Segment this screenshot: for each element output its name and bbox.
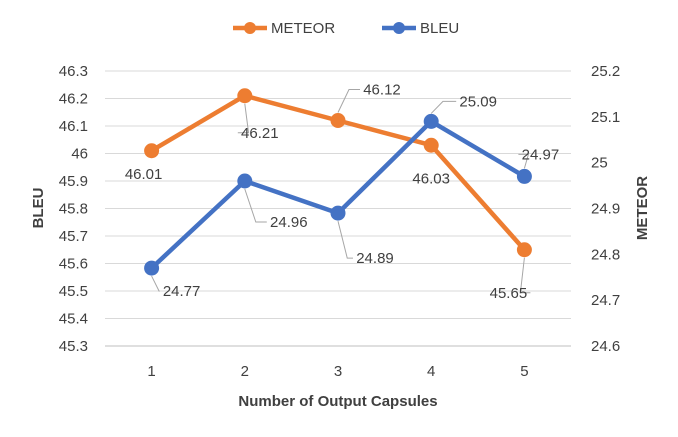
legend-label-meteor: METEOR — [271, 20, 335, 37]
data-label-leader — [518, 153, 530, 169]
data-point-bleu — [516, 168, 532, 184]
data-label-bleu: 24.97 — [522, 146, 560, 163]
legend-marker-bleu — [393, 22, 405, 34]
y-axis-right: 24.6 24.7 24.8 24.9 25 25.1 25.2 — [591, 63, 620, 355]
data-label-leader — [151, 275, 160, 292]
data-label-bleu: 25.09 — [459, 93, 497, 110]
data-labels: 46.01 46.21 46.12 46.03 45.65 24.77 24.96 24.89… — [125, 82, 559, 302]
y-left-tick-label: 45.6 — [59, 256, 88, 273]
data-point-meteor — [330, 113, 346, 128]
x-tick-label: 2 — [241, 363, 249, 380]
data-label-bleu: 24.96 — [270, 214, 308, 231]
y-right-tick-label: 25 — [591, 155, 608, 172]
data-label-leader — [244, 188, 267, 223]
data-point-meteor — [516, 242, 532, 258]
legend-marker-meteor — [244, 22, 256, 34]
y-right-tick-label: 24.8 — [591, 246, 620, 263]
y-left-tick-label: 45.4 — [59, 311, 88, 328]
data-point-meteor — [237, 88, 253, 104]
y-right-tick-label: 24.6 — [591, 338, 620, 355]
x-axis: 1 2 3 4 5 — [105, 345, 571, 380]
data-label-bleu: 24.89 — [356, 250, 394, 267]
x-tick-label: 5 — [520, 363, 528, 380]
data-point-meteor — [144, 143, 160, 159]
x-tick-label: 4 — [427, 363, 435, 380]
y-left-tick-label: 45.9 — [59, 173, 88, 190]
x-tick-label: 1 — [147, 363, 155, 380]
y-right-tick-label: 25.2 — [591, 63, 620, 80]
data-point-bleu — [144, 260, 160, 276]
data-label-meteor: 46.03 — [412, 170, 450, 187]
data-point-bleu — [330, 205, 346, 221]
legend: METEOR BLEU — [233, 20, 459, 37]
y-right-tick-label: 24.9 — [591, 201, 620, 218]
data-label-leader — [430, 100, 457, 114]
x-axis-title: Number of Output Capsules — [238, 393, 437, 410]
y-axis-left-title: BLEU — [30, 188, 47, 229]
y-left-tick-label: 45.3 — [59, 338, 88, 355]
data-label-meteor: 46.21 — [241, 125, 279, 142]
y-left-tick-label: 46.3 — [59, 63, 88, 80]
series-layer — [144, 88, 532, 276]
y-axis-right-title: METEOR — [634, 176, 651, 240]
y-right-tick-label: 24.7 — [591, 292, 620, 309]
data-label-meteor: 45.65 — [490, 285, 528, 302]
data-label-leader — [519, 257, 531, 294]
y-left-tick-label: 45.8 — [59, 201, 88, 218]
data-label-meteor: 46.12 — [363, 82, 401, 99]
y-left-tick-label: 46 — [71, 146, 88, 163]
data-label-leader — [237, 103, 250, 134]
y-left-tick-label: 45.7 — [59, 228, 88, 245]
legend-label-bleu: BLEU — [420, 20, 459, 37]
data-label-bleu: 24.77 — [163, 283, 201, 300]
y-left-tick-label: 46.1 — [59, 118, 88, 135]
series-line-bleu — [150, 119, 526, 270]
data-label-meteor: 46.01 — [125, 166, 163, 183]
data-label-leader — [337, 220, 353, 259]
data-point-bleu — [237, 173, 253, 189]
y-left-tick-label: 45.5 — [59, 283, 88, 300]
y-axis-left: 45.3 45.4 45.5 45.6 45.7 45.8 45.9 46 46.1 46.2 46… — [59, 63, 88, 355]
x-tick-label: 3 — [334, 363, 342, 380]
y-left-tick-label: 46.2 — [59, 91, 88, 108]
y-right-tick-label: 25.1 — [591, 109, 620, 126]
data-point-meteor — [423, 137, 439, 153]
data-label-leader — [337, 89, 360, 113]
data-point-bleu — [423, 113, 439, 129]
